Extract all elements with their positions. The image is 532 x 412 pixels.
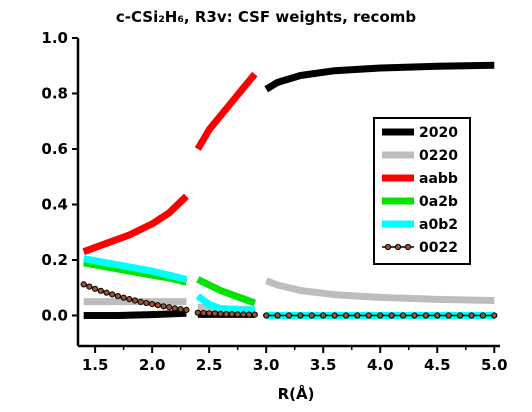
series-point-0022	[109, 291, 116, 298]
series-point-0022	[217, 310, 224, 317]
series-line-a0b2	[83, 255, 188, 283]
series-point-0022	[149, 301, 156, 308]
series-point-0022	[342, 312, 350, 319]
legend-label: 2020	[419, 125, 458, 141]
x-tick-label: 4.5	[424, 356, 451, 374]
series-line-2020	[83, 309, 187, 319]
series-point-0022	[411, 312, 418, 319]
series-point-0022	[154, 302, 161, 309]
series-point-0022	[445, 312, 452, 319]
series-line-aabb	[194, 71, 258, 151]
series-point-0022	[223, 311, 230, 318]
legend-marker	[404, 243, 412, 251]
x-tick-label: 5.0	[481, 356, 508, 374]
legend-label: aabb	[419, 171, 458, 187]
y-tick-label: 0.0	[41, 306, 68, 324]
series-point-0022	[263, 312, 270, 319]
series-aabb	[82, 71, 258, 255]
series-point-0022	[331, 312, 338, 319]
legend-label: 0a2b	[419, 194, 458, 210]
x-tick-label: 4.0	[367, 356, 394, 374]
series-point-0022	[457, 312, 464, 319]
series-point-0022	[468, 312, 475, 319]
series-point-0022	[274, 312, 281, 319]
series-point-0022	[177, 306, 184, 313]
x-tick-label: 2.5	[196, 356, 223, 374]
series-point-0022	[126, 296, 133, 303]
x-tick-label: 1.5	[82, 356, 109, 374]
series-point-0022	[251, 311, 258, 318]
x-tick-label: 3.0	[253, 356, 280, 374]
series-0022	[80, 281, 498, 319]
series-point-0022	[120, 294, 127, 301]
series-line-a0b2	[195, 293, 255, 314]
y-tick-label: 0.8	[41, 84, 68, 102]
series-point-0022	[240, 311, 247, 318]
series-line-0220	[264, 277, 495, 304]
series-point-0022	[422, 312, 429, 319]
y-tick-label: 0.6	[41, 140, 68, 158]
series-point-0022	[308, 312, 315, 319]
series-point-0022	[143, 299, 150, 307]
series-line-0a2b	[196, 276, 257, 307]
series-point-0022	[80, 281, 87, 288]
series-point-0022	[183, 306, 190, 313]
series-line-aabb	[82, 193, 189, 255]
series-point-0022	[228, 311, 236, 318]
y-tick-label: 0.4	[41, 195, 68, 213]
legend-label: 0220	[419, 148, 458, 164]
series-point-0022	[354, 312, 361, 319]
series-point-0022	[285, 312, 293, 319]
x-axis-label: R(Å)	[278, 384, 315, 403]
series-point-0022	[234, 311, 241, 318]
plot-area	[80, 61, 498, 319]
chart-title: c-CSi₂H₆, R3v: CSF weights, recomb	[116, 8, 417, 26]
legend-marker	[384, 243, 392, 251]
y-tick-label: 1.0	[41, 29, 68, 47]
series-point-0022	[92, 285, 99, 292]
series-point-0022	[160, 303, 167, 310]
series-point-0022	[297, 312, 304, 319]
legend-label: 0022	[419, 240, 458, 256]
series-point-0022	[166, 304, 173, 311]
x-tick-label: 3.5	[310, 356, 337, 374]
series-point-0022	[434, 312, 441, 319]
legend-marker	[394, 243, 402, 251]
y-tick-label: 0.2	[41, 251, 68, 269]
series-point-0022	[97, 287, 104, 294]
series-point-0022	[194, 309, 201, 316]
series-line-2020	[264, 61, 495, 93]
series-point-0022	[171, 305, 178, 312]
series-point-0022	[114, 293, 122, 300]
series-point-0022	[320, 312, 327, 319]
series-point-0022	[491, 312, 498, 319]
legend-box	[373, 117, 471, 265]
legend-label: a0b2	[419, 217, 458, 233]
series-point-0022	[211, 310, 218, 317]
series-point-0022	[479, 312, 486, 319]
x-tick-label: 2.0	[139, 356, 166, 374]
series-point-0022	[388, 312, 395, 319]
series-point-0022	[200, 309, 207, 317]
series-point-0022	[86, 283, 93, 290]
series-point-0022	[246, 311, 253, 318]
series-point-0022	[131, 297, 139, 304]
axes: 0.0 0.2 0.4 0.6 0.8 1.0 1.5 2.0 2.5 3.0 3.5 4.0 4.5 5…	[41, 29, 507, 374]
legend: 2020 0220 aabb 0a2b a0b2 0022	[373, 117, 471, 265]
series-point-0022	[377, 312, 384, 319]
series-point-0022	[103, 289, 110, 296]
series-point-0022	[206, 310, 213, 317]
series-point-0022	[137, 298, 144, 305]
series-point-0022	[365, 312, 372, 319]
series-point-0022	[400, 312, 407, 319]
